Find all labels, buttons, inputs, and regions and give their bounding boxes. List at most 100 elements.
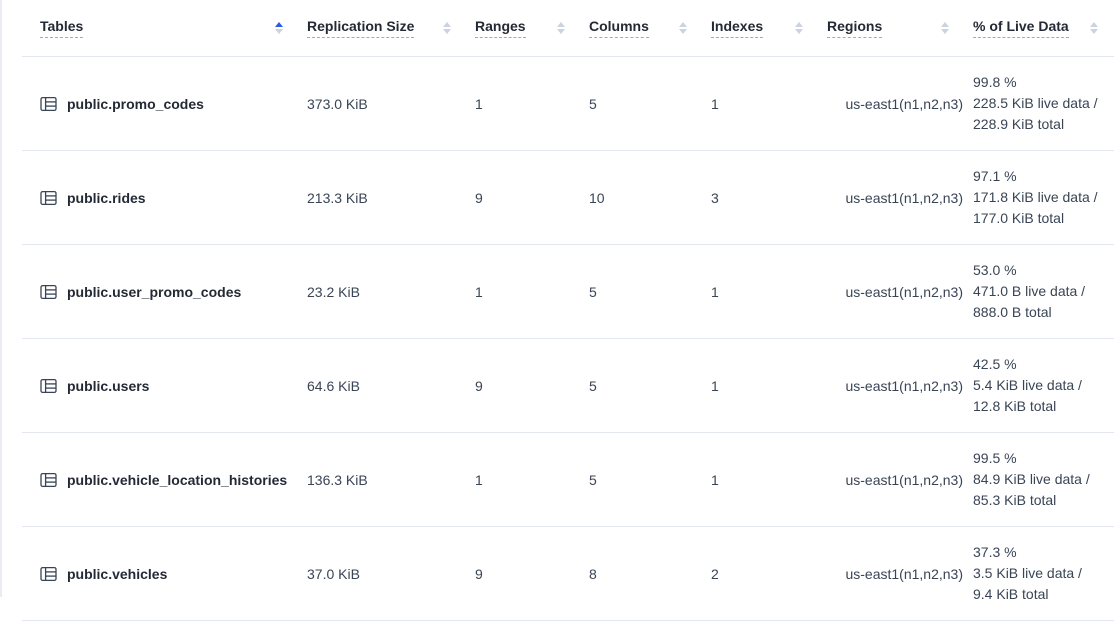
live-data-total: 177.0 KiB total (973, 210, 1065, 226)
indexes-cell: 1 (711, 283, 719, 300)
regions-cell: us-east1(n1,n2,n3) (845, 471, 963, 488)
table-name[interactable]: public.user_promo_codes (67, 283, 242, 300)
regions-cell: us-east1(n1,n2,n3) (845, 565, 963, 582)
live-data-cell: 97.1 % 171.8 KiB live data / 177.0 KiB t… (965, 166, 1114, 229)
indexes-cell: 3 (711, 189, 719, 206)
live-data-cell: 99.5 % 84.9 KiB live data / 85.3 KiB tot… (965, 448, 1114, 511)
panel-left-edge (0, 0, 2, 597)
columns-cell: 5 (589, 95, 597, 112)
table-row: public.user_promo_codes 23.2 KiB 1 5 1 u… (22, 245, 1114, 339)
sort-arrows-icon (557, 22, 565, 34)
live-data-cell: 53.0 % 471.0 B live data / 888.0 B total (965, 260, 1114, 323)
column-header-label: Columns (589, 18, 649, 38)
table-name[interactable]: public.rides (67, 189, 146, 206)
ranges-cell: 9 (475, 377, 483, 394)
live-data-amount: 228.5 KiB live data / (973, 95, 1098, 111)
replication-size-cell: 23.2 KiB (307, 283, 360, 300)
live-data-total: 85.3 KiB total (973, 492, 1057, 508)
live-data-amount: 84.9 KiB live data / (973, 471, 1090, 487)
table-name[interactable]: public.promo_codes (67, 95, 204, 112)
sort-up-icon (1090, 22, 1098, 27)
sort-up-icon (275, 22, 283, 27)
table-row: public.users 64.6 KiB 9 5 1 us-east1(n1,… (22, 339, 1114, 433)
table-name-cell[interactable]: public.user_promo_codes (22, 284, 299, 300)
table-name[interactable]: public.vehicles (67, 565, 168, 582)
table-name-cell[interactable]: public.users (22, 378, 299, 394)
table-name-cell[interactable]: public.rides (22, 190, 299, 206)
live-data-amount: 3.5 KiB live data / (973, 565, 1082, 581)
ranges-cell: 9 (475, 189, 483, 206)
regions-cell: us-east1(n1,n2,n3) (845, 189, 963, 206)
sort-down-icon (275, 29, 283, 34)
replication-size-cell: 136.3 KiB (307, 471, 368, 488)
table-name[interactable]: public.users (67, 377, 150, 394)
live-data-percent: 37.3 % (973, 544, 1017, 560)
column-header-tables[interactable]: Tables (22, 18, 299, 38)
columns-cell: 10 (589, 189, 605, 206)
ranges-cell: 9 (475, 565, 483, 582)
live-data-percent: 53.0 % (973, 262, 1017, 278)
ranges-cell: 1 (475, 283, 483, 300)
sort-down-icon (1090, 29, 1098, 34)
replication-size-cell: 64.6 KiB (307, 377, 360, 394)
live-data-cell: 42.5 % 5.4 KiB live data / 12.8 KiB tota… (965, 354, 1114, 417)
columns-cell: 5 (589, 283, 597, 300)
tables-list: Tables Replication Size Ranges Columns (22, 0, 1114, 621)
column-header-label: Tables (40, 18, 84, 38)
column-header-live-data[interactable]: % of Live Data (965, 18, 1114, 38)
column-header-label: Regions (827, 18, 883, 38)
live-data-total: 888.0 B total (973, 304, 1052, 320)
table-name-cell[interactable]: public.promo_codes (22, 96, 299, 112)
table-name-cell[interactable]: public.vehicles (22, 566, 299, 582)
table-header-row: Tables Replication Size Ranges Columns (22, 0, 1114, 57)
sort-up-icon (941, 22, 949, 27)
sort-arrows-icon (679, 22, 687, 34)
regions-cell: us-east1(n1,n2,n3) (845, 283, 963, 300)
live-data-cell: 99.8 % 228.5 KiB live data / 228.9 KiB t… (965, 72, 1114, 135)
column-header-regions[interactable]: Regions (819, 18, 965, 38)
column-header-columns[interactable]: Columns (581, 18, 703, 38)
column-header-replication-size[interactable]: Replication Size (299, 18, 467, 38)
table-grid-icon (40, 566, 57, 581)
table-grid-icon (40, 472, 57, 487)
table-name[interactable]: public.vehicle_location_histories (67, 471, 288, 488)
ranges-cell: 1 (475, 95, 483, 112)
table-grid-icon (40, 190, 57, 205)
sort-arrows-icon (941, 22, 949, 34)
column-header-indexes[interactable]: Indexes (703, 18, 819, 38)
live-data-total: 228.9 KiB total (973, 116, 1065, 132)
table-row: public.vehicle_location_histories 136.3 … (22, 433, 1114, 527)
table-row: public.rides 213.3 KiB 9 10 3 us-east1(n… (22, 151, 1114, 245)
live-data-total: 12.8 KiB total (973, 398, 1057, 414)
sort-down-icon (795, 29, 803, 34)
sort-arrows-icon (275, 22, 283, 34)
sort-up-icon (679, 22, 687, 27)
live-data-percent: 42.5 % (973, 356, 1017, 372)
table-row: public.vehicles 37.0 KiB 9 8 2 us-east1(… (22, 527, 1114, 621)
column-header-label: Replication Size (307, 18, 415, 38)
replication-size-cell: 373.0 KiB (307, 95, 368, 112)
table-name-cell[interactable]: public.vehicle_location_histories (22, 472, 299, 488)
live-data-amount: 5.4 KiB live data / (973, 377, 1082, 393)
sort-up-icon (443, 22, 451, 27)
replication-size-cell: 213.3 KiB (307, 189, 368, 206)
sort-down-icon (941, 29, 949, 34)
table-grid-icon (40, 96, 57, 111)
ranges-cell: 1 (475, 471, 483, 488)
live-data-cell: 37.3 % 3.5 KiB live data / 9.4 KiB total (965, 542, 1114, 605)
indexes-cell: 1 (711, 377, 719, 394)
sort-down-icon (557, 29, 565, 34)
indexes-cell: 1 (711, 471, 719, 488)
columns-cell: 5 (589, 471, 597, 488)
live-data-percent: 97.1 % (973, 168, 1017, 184)
regions-cell: us-east1(n1,n2,n3) (845, 95, 963, 112)
indexes-cell: 1 (711, 95, 719, 112)
sort-arrows-icon (1090, 22, 1098, 34)
sort-down-icon (443, 29, 451, 34)
table-row: public.promo_codes 373.0 KiB 1 5 1 us-ea… (22, 57, 1114, 151)
live-data-percent: 99.8 % (973, 74, 1017, 90)
live-data-total: 9.4 KiB total (973, 586, 1049, 602)
sort-up-icon (795, 22, 803, 27)
column-header-ranges[interactable]: Ranges (467, 18, 581, 38)
sort-arrows-icon (443, 22, 451, 34)
